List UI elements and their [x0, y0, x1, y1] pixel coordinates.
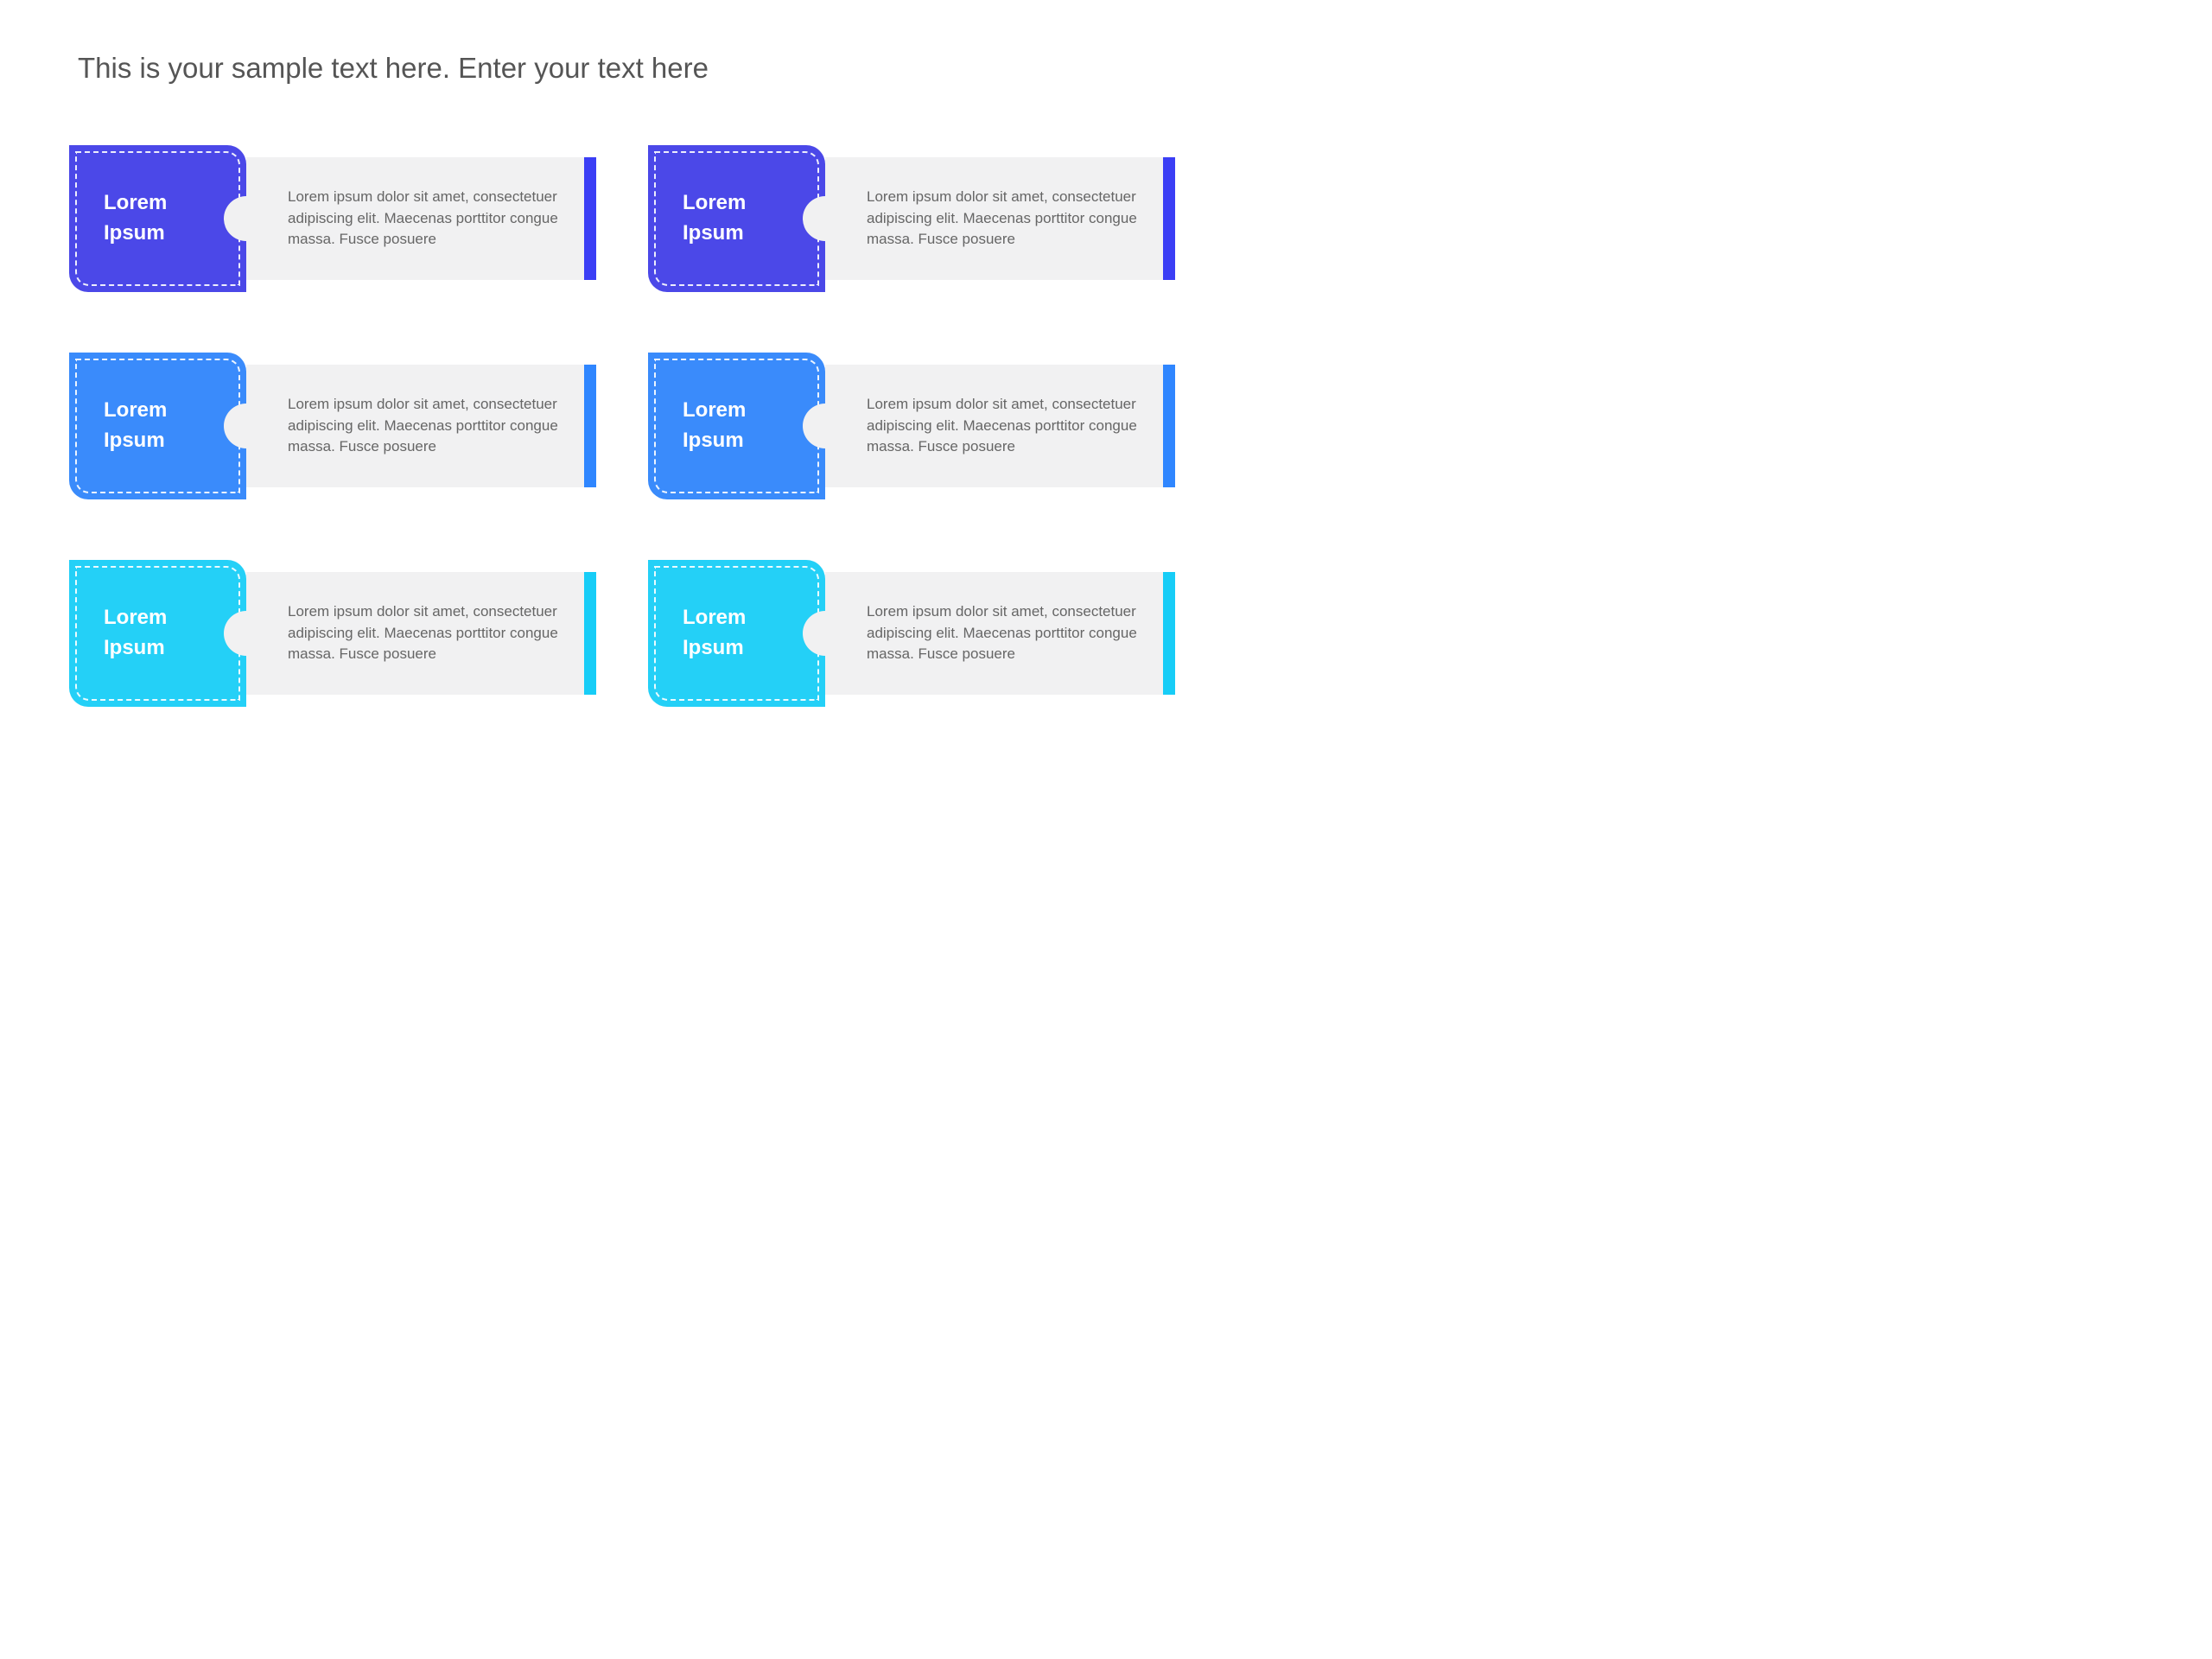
card-title-line1: Lorem [104, 396, 167, 426]
card-description: Lorem ipsum dolor sit amet, consectetuer… [288, 394, 558, 458]
card-body: Lorem ipsum dolor sit amet, consectetuer… [246, 157, 584, 280]
card-accent-bar [584, 157, 596, 280]
info-card: LoremIpsum Lorem ipsum dolor sit amet, co… [69, 353, 596, 499]
card-notch [803, 611, 848, 656]
card-body: Lorem ipsum dolor sit amet, consectetuer… [825, 365, 1163, 487]
card-body: Lorem ipsum dolor sit amet, consectetuer… [246, 572, 584, 695]
info-card: LoremIpsum Lorem ipsum dolor sit amet, co… [69, 145, 596, 292]
card-title-line2: Ipsum [683, 219, 746, 249]
card-description: Lorem ipsum dolor sit amet, consectetuer… [288, 601, 558, 665]
info-card: LoremIpsum Lorem ipsum dolor sit amet, co… [648, 560, 1175, 707]
card-notch [224, 611, 269, 656]
info-card: LoremIpsum Lorem ipsum dolor sit amet, co… [648, 353, 1175, 499]
card-title: LoremIpsum [683, 603, 746, 664]
card-title-line1: Lorem [683, 188, 746, 219]
card-title: LoremIpsum [104, 603, 167, 664]
card-description: Lorem ipsum dolor sit amet, consectetuer… [867, 394, 1137, 458]
slide-container: This is your sample text here. Enter you… [69, 52, 1175, 707]
card-title-line2: Ipsum [683, 633, 746, 664]
card-notch [803, 404, 848, 448]
card-description: Lorem ipsum dolor sit amet, consectetuer… [867, 601, 1137, 665]
card-title-line2: Ipsum [104, 633, 167, 664]
card-title: LoremIpsum [104, 396, 167, 456]
info-card: LoremIpsum Lorem ipsum dolor sit amet, co… [648, 145, 1175, 292]
cards-grid: LoremIpsumLorem ipsum dolor sit amet, co… [69, 145, 1175, 707]
card-title-line1: Lorem [683, 396, 746, 426]
slide-heading: This is your sample text here. Enter you… [78, 52, 1175, 85]
card-title-line2: Ipsum [104, 219, 167, 249]
info-card: LoremIpsum Lorem ipsum dolor sit amet, co… [69, 560, 596, 707]
card-left-panel: LoremIpsum [648, 145, 825, 292]
card-accent-bar [1163, 365, 1175, 487]
card-title-line2: Ipsum [683, 426, 746, 456]
card-accent-bar [1163, 572, 1175, 695]
card-body: Lorem ipsum dolor sit amet, consectetuer… [825, 572, 1163, 695]
card-accent-bar [584, 572, 596, 695]
card-accent-bar [1163, 157, 1175, 280]
card-notch [803, 196, 848, 241]
card-body: Lorem ipsum dolor sit amet, consectetuer… [825, 157, 1163, 280]
card-notch [224, 404, 269, 448]
card-title: LoremIpsum [683, 396, 746, 456]
card-title-line1: Lorem [104, 603, 167, 633]
card-description: Lorem ipsum dolor sit amet, consectetuer… [288, 187, 558, 251]
card-title: LoremIpsum [683, 188, 746, 249]
card-title-line1: Lorem [104, 188, 167, 219]
card-title-line1: Lorem [683, 603, 746, 633]
card-title: LoremIpsum [104, 188, 167, 249]
card-notch [224, 196, 269, 241]
card-accent-bar [584, 365, 596, 487]
card-left-panel: LoremIpsum [648, 353, 825, 499]
card-description: Lorem ipsum dolor sit amet, consectetuer… [867, 187, 1137, 251]
card-title-line2: Ipsum [104, 426, 167, 456]
card-left-panel: LoremIpsum [69, 560, 246, 707]
card-left-panel: LoremIpsum [69, 353, 246, 499]
card-left-panel: LoremIpsum [69, 145, 246, 292]
card-body: Lorem ipsum dolor sit amet, consectetuer… [246, 365, 584, 487]
card-left-panel: LoremIpsum [648, 560, 825, 707]
